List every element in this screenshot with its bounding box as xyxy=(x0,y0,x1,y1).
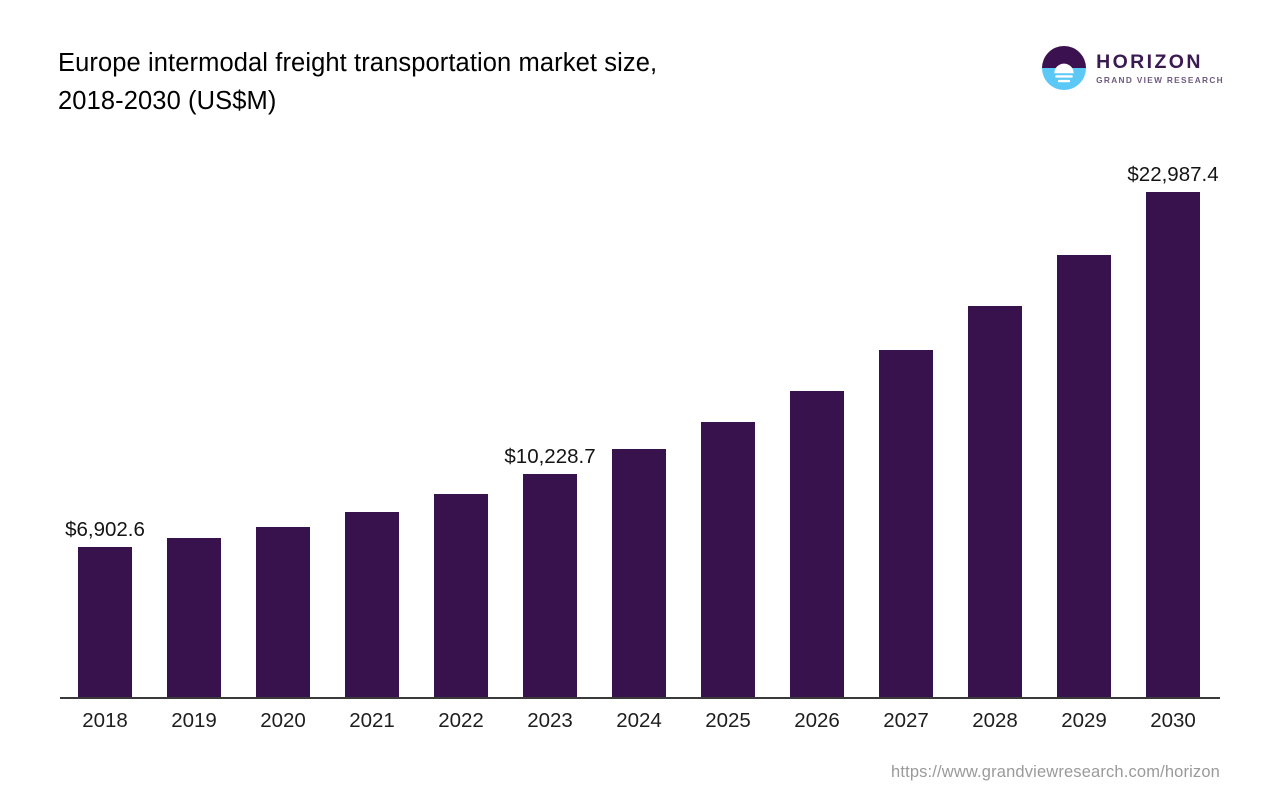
bar[interactable] xyxy=(879,350,933,698)
x-axis-label-2019: 2019 xyxy=(171,709,217,732)
horizon-sun-circle-icon xyxy=(1042,46,1087,90)
bar-group xyxy=(612,160,666,698)
bar-value-label: $10,228.7 xyxy=(504,445,596,468)
bar[interactable] xyxy=(434,494,488,698)
x-axis-label-2029: 2029 xyxy=(1061,709,1107,732)
bar[interactable] xyxy=(612,449,666,698)
page-title: Europe intermodal freight transportation… xyxy=(58,49,658,115)
bar-group xyxy=(968,160,1022,698)
x-axis-label-2018: 2018 xyxy=(82,709,128,732)
bar[interactable] xyxy=(790,391,844,698)
x-axis-label-2022: 2022 xyxy=(438,709,484,732)
bar-group xyxy=(256,160,310,698)
x-axis-line xyxy=(60,697,1220,699)
bar-group: $10,228.7 xyxy=(504,160,596,698)
bar-group xyxy=(345,160,399,698)
bar-group xyxy=(1057,160,1111,698)
bar-group xyxy=(790,160,844,698)
x-axis-label-2028: 2028 xyxy=(972,709,1018,732)
x-axis-label-2027: 2027 xyxy=(883,709,929,732)
source-url[interactable]: https://www.grandviewresearch.com/horizo… xyxy=(891,763,1220,781)
bar-value-label: $22,987.4 xyxy=(1127,163,1219,186)
x-axis-label-2020: 2020 xyxy=(260,709,306,732)
logo-tagline: GRAND VIEW RESEARCH xyxy=(1096,75,1224,85)
chart-header: Europe intermodal freight transportation… xyxy=(0,0,1280,140)
bar[interactable] xyxy=(345,512,399,698)
bar-group xyxy=(701,160,755,698)
x-axis-label-2025: 2025 xyxy=(705,709,751,732)
x-axis-label-2023: 2023 xyxy=(527,709,573,732)
x-axis-label-2021: 2021 xyxy=(349,709,395,732)
bar[interactable] xyxy=(523,474,577,698)
bar[interactable] xyxy=(968,306,1022,698)
bar[interactable] xyxy=(1146,192,1200,698)
bar[interactable] xyxy=(256,527,310,698)
x-axis-label-2026: 2026 xyxy=(794,709,840,732)
x-axis-tick-labels: 2018 2019 2020 2021 2022 2023 2024 2025 2026 2027… xyxy=(60,709,1220,743)
x-axis-label-2030: 2030 xyxy=(1150,709,1196,732)
plot-area: $6,902.6 $10,228.7 $22,987.4 xyxy=(60,160,1220,698)
bar-group xyxy=(167,160,221,698)
logo-wordmark: HORIZON xyxy=(1096,51,1203,73)
x-axis-label-2024: 2024 xyxy=(616,709,662,732)
bar-value-label: $6,902.6 xyxy=(65,518,145,541)
bar[interactable] xyxy=(78,547,132,698)
bar[interactable] xyxy=(1057,255,1111,698)
bar[interactable] xyxy=(167,538,221,698)
bar-group: $6,902.6 xyxy=(65,160,145,698)
bar-group xyxy=(434,160,488,698)
bar[interactable] xyxy=(701,422,755,698)
horizon-logo[interactable]: HORIZON GRAND VIEW RESEARCH xyxy=(1042,46,1224,90)
bar-group: $22,987.4 xyxy=(1127,160,1219,698)
logo-text-block: HORIZON GRAND VIEW RESEARCH xyxy=(1096,50,1224,86)
bar-group xyxy=(879,160,933,698)
